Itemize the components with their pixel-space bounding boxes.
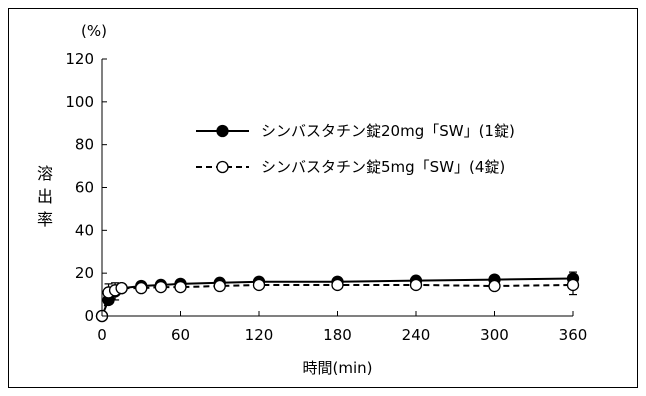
data-point-1-3 [115, 282, 128, 295]
x-tick-label-1: 60 [171, 326, 190, 344]
legend-marker-0 [216, 124, 229, 138]
y-axis-unit: (%) [81, 22, 107, 40]
y-tick-label-2: 40 [75, 221, 94, 239]
data-point-1-7 [213, 279, 226, 293]
data-point-1-6 [174, 280, 187, 294]
y-tick-label-6: 120 [65, 50, 94, 68]
data-point-1-5 [154, 280, 168, 294]
chart-frame: 0 20 40 60 80 100 120 0 60 120 180 240 300 360 (%) 溶出… [8, 8, 638, 388]
y-tick-label-4: 80 [75, 136, 94, 154]
x-tick-label-0: 0 [97, 326, 107, 344]
x-axis-label: 時間(min) [303, 359, 373, 377]
x-tick-label-4: 240 [402, 326, 431, 344]
dissolution-chart: 0 20 40 60 80 100 120 0 60 120 180 240 300 360 (%) 溶出… [37, 22, 588, 377]
data-point-1-12 [566, 278, 580, 292]
legend: シンバスタチン錠20mg「SW」(1錠) シンバスタチン錠5mg「SW」(4錠) [196, 122, 515, 176]
y-tick-label-0: 0 [84, 307, 94, 325]
data-point-1-4 [135, 282, 148, 295]
y-tick-label-3: 60 [75, 179, 94, 197]
data-point-1-11 [488, 279, 501, 293]
x-tick-label-6: 360 [559, 326, 588, 344]
legend-label-0: シンバスタチン錠20mg「SW」(1錠) [261, 122, 515, 140]
legend-label-1: シンバスタチン錠5mg「SW」(4錠) [261, 158, 505, 176]
y-tick-label-1: 20 [75, 264, 94, 282]
x-tick-label-5: 300 [480, 326, 509, 344]
data-point-1-8 [252, 278, 266, 292]
x-tick-label-3: 180 [323, 326, 352, 344]
x-tick-label-2: 120 [245, 326, 274, 344]
legend-marker-1 [216, 160, 229, 174]
data-point-1-9 [331, 278, 344, 292]
y-tick-label-5: 100 [65, 93, 94, 111]
data-point-1-10 [409, 278, 423, 292]
y-axis-label: 溶出率 [37, 164, 53, 229]
